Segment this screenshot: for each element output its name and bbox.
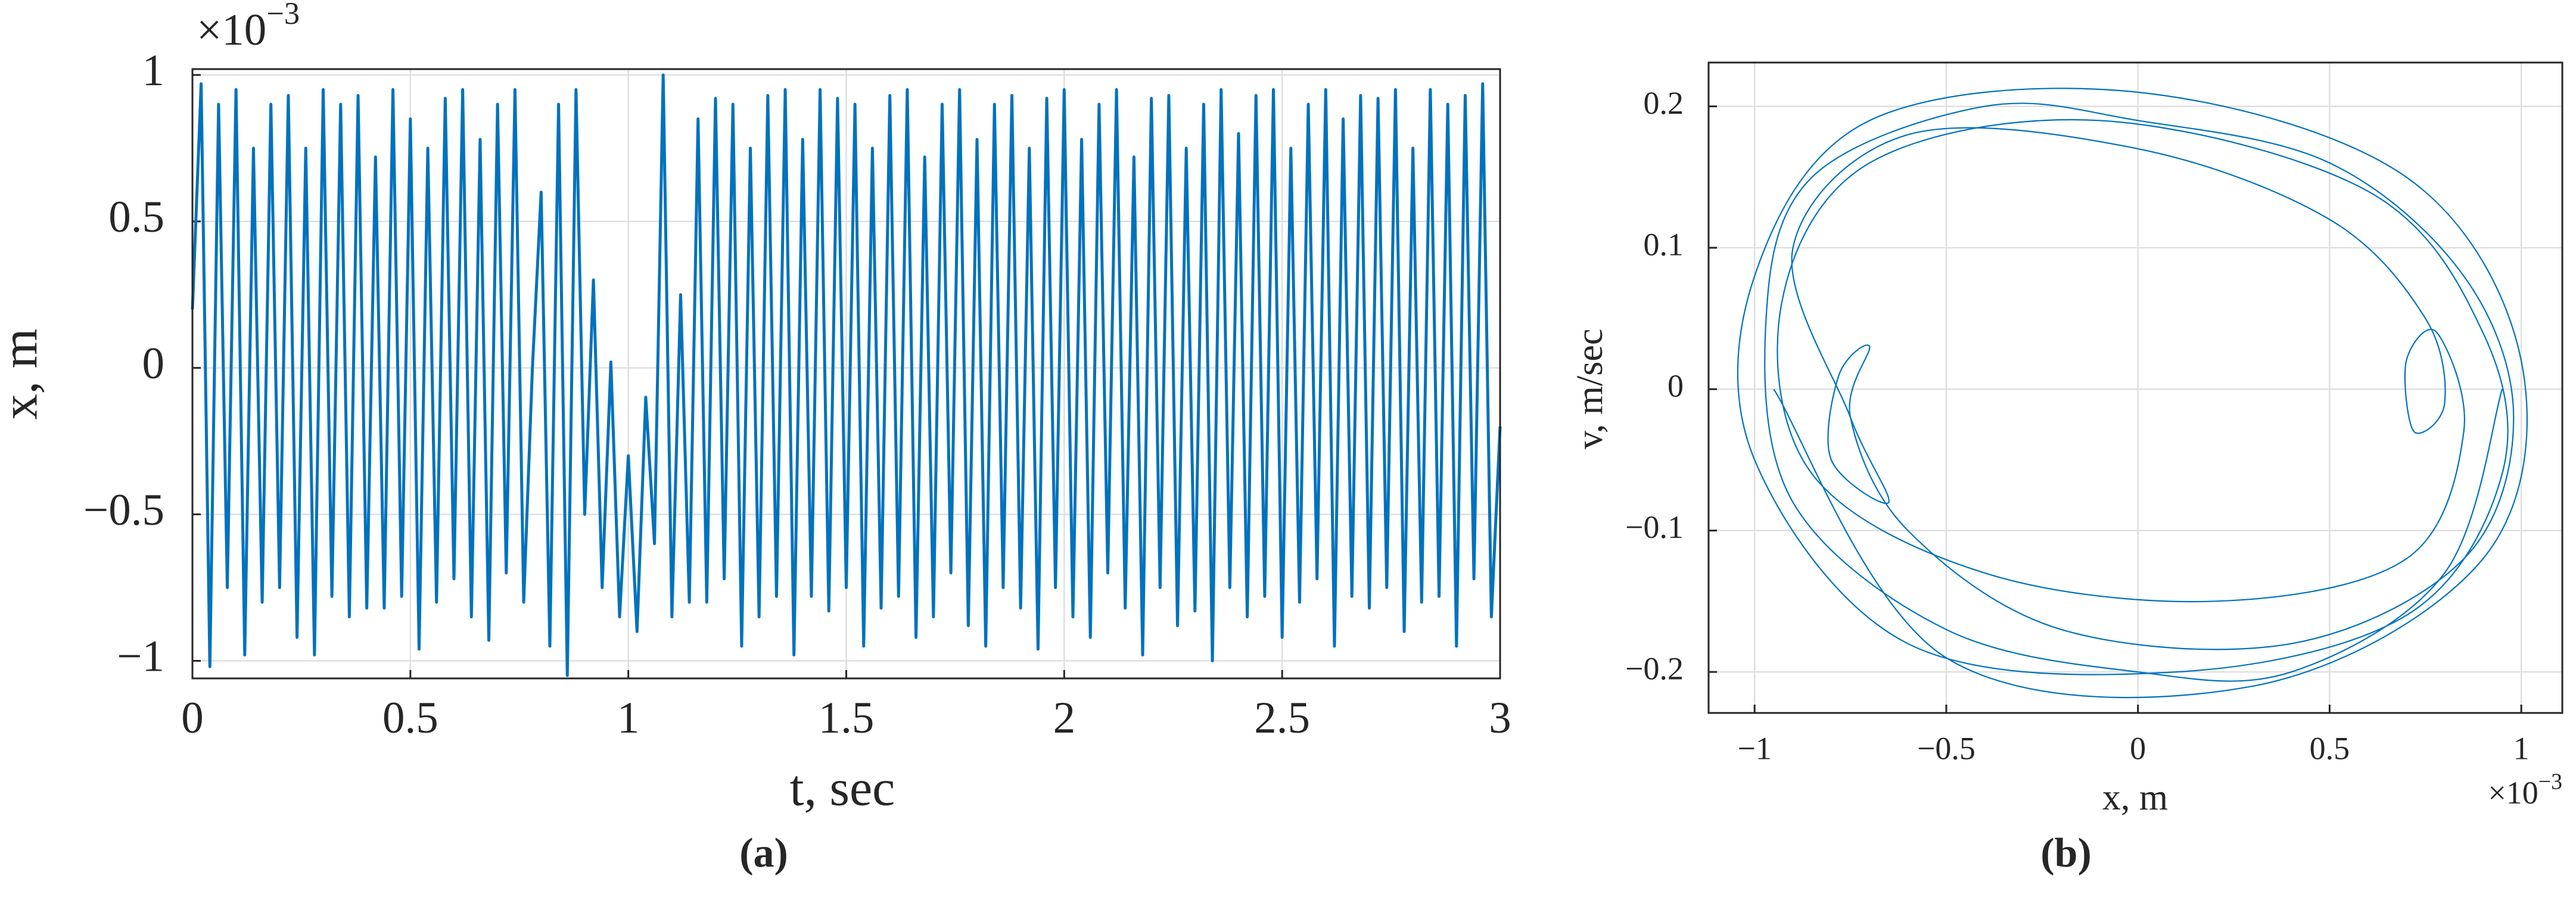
y-tick-label: 1	[142, 46, 165, 95]
x-tick-label: 3	[1489, 693, 1511, 743]
caption: (b)	[2040, 830, 2092, 876]
multiplier-base: ×10	[197, 5, 266, 55]
y-tick-label: −0.1	[1625, 509, 1684, 545]
multiplier-exponent: −3	[266, 0, 300, 31]
x-axis-label: x, m	[2102, 777, 2168, 818]
x-tick-label: 0	[181, 693, 204, 743]
y-tick-label: 0.2	[1644, 85, 1684, 121]
x-tick-label: 0	[2130, 730, 2146, 766]
data-line	[1737, 88, 2528, 699]
plot-area	[1709, 63, 2562, 713]
axis-multiplier: ×10−3	[2488, 769, 2562, 811]
axes-frame	[1707, 61, 2563, 714]
x-tick-label: 1.5	[819, 693, 875, 743]
y-tick-label: 0	[1667, 368, 1684, 404]
x-tick-label: −0.5	[1917, 730, 1975, 766]
y-axis-label: x, m	[0, 329, 48, 420]
x-axis-label: t, sec	[790, 759, 895, 817]
x-tick-label: 0.5	[2310, 730, 2350, 766]
y-tick-label: 0.1	[1644, 226, 1684, 262]
axis-multiplier: ×10−3	[197, 0, 300, 55]
multiplier-base: ×10	[2488, 775, 2538, 811]
caption: (a)	[739, 830, 788, 876]
x-tick-label: 1	[617, 693, 640, 743]
plot: −1 −0.5 0 0.5 1 −0.2 −0.1 0 0.1 0.2 v, m/sec x, m(b…	[1570, 61, 2563, 876]
y-tick-label: 0	[142, 339, 165, 388]
x-tick-label: 2.5	[1254, 693, 1310, 743]
axes-frame	[191, 68, 1501, 680]
y-tick-label: 0.5	[108, 192, 164, 242]
y-axis-label: v, m/sec	[1570, 329, 1610, 450]
data-line	[191, 73, 1502, 677]
x-tick-label: −1	[1737, 730, 1771, 766]
y-tick-label: −1	[117, 632, 164, 681]
x-tick-label: 0.5	[382, 693, 438, 743]
y-tick-label: −0.2	[1625, 651, 1684, 687]
x-tick-label: 2	[1053, 693, 1076, 743]
plot: 0 0.5 1 1.5 2 2.5 3 −1 −0.5 0 0.5 1 x, m t, sec(a) ×10…	[0, 0, 1511, 876]
multiplier-exponent: −3	[2538, 769, 2562, 794]
x-tick-label: 1	[2513, 730, 2530, 766]
y-tick-label: −0.5	[83, 485, 164, 535]
